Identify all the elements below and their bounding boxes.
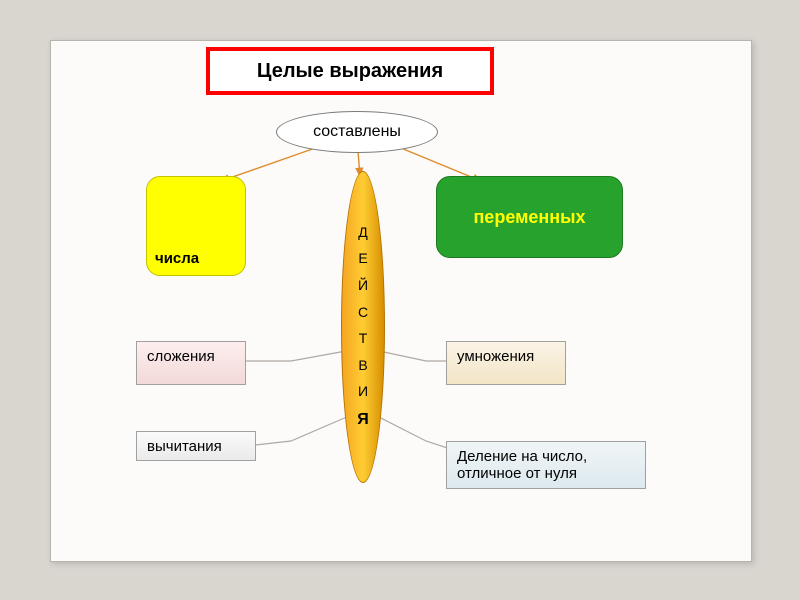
- op-letter: Е: [357, 245, 369, 272]
- variables-box: переменных: [436, 176, 623, 258]
- composed-oval: составлены: [276, 111, 438, 153]
- operations-oval: Д Е Й С Т В И Я: [341, 171, 385, 483]
- numbers-label: числа: [155, 250, 199, 267]
- composed-label: составлены: [313, 123, 401, 141]
- op-letter: Д: [357, 219, 369, 246]
- subtraction-box: вычитания: [136, 431, 256, 461]
- title-text: Целые выражения: [257, 60, 443, 83]
- subtraction-label: вычитания: [147, 438, 222, 455]
- addition-label: сложения: [147, 348, 215, 365]
- addition-box: сложения: [136, 341, 246, 385]
- op-letter: С: [357, 299, 369, 326]
- variables-label: переменных: [473, 207, 585, 228]
- division-box: Деление на число, отличное от нуля: [446, 441, 646, 489]
- title-box: Целые выражения: [206, 47, 494, 95]
- op-letter: И: [357, 378, 369, 405]
- diagram-panel: Целые выражения составлены числа перемен…: [50, 40, 752, 562]
- numbers-box: числа: [146, 176, 246, 276]
- op-letter: В: [357, 352, 369, 379]
- op-letter: Т: [357, 325, 369, 352]
- outer-frame: Целые выражения составлены числа перемен…: [0, 0, 800, 600]
- operations-letters: Д Е Й С Т В И Я: [357, 219, 369, 436]
- op-letter: Я: [357, 405, 369, 435]
- op-letter: Й: [357, 272, 369, 299]
- division-label: Деление на число, отличное от нуля: [457, 448, 587, 482]
- multiplication-label: умножения: [457, 348, 534, 365]
- multiplication-box: умножения: [446, 341, 566, 385]
